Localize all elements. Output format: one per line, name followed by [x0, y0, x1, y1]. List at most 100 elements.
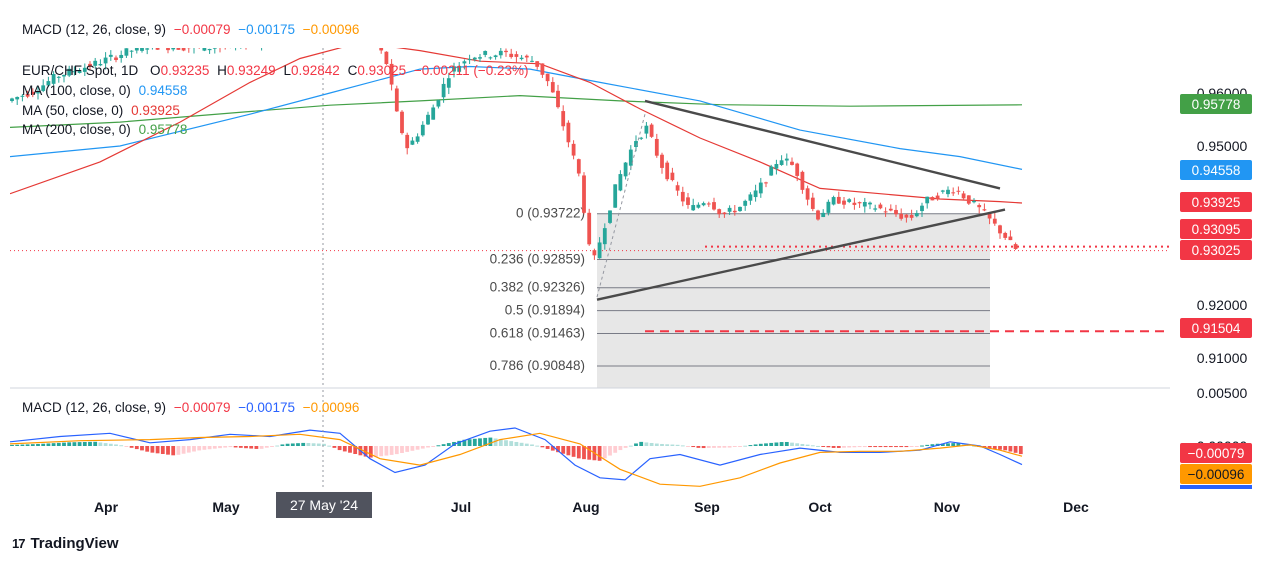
time-axis[interactable]: Apr May Jul Aug Sep Oct Nov Dec — [94, 499, 1089, 515]
macd-pane[interactable] — [10, 390, 1023, 490]
macd-bar — [431, 446, 436, 447]
symbol-legend[interactable]: EUR/CHF Spot, 1D O0.93235 H0.93249 L0.92… — [22, 63, 528, 78]
macd-bar — [332, 446, 337, 448]
candle-body — [743, 200, 748, 206]
price-pane[interactable]: 0 (0.93722) 0.236 (0.92859) 0.382 (0.92326… — [10, 21, 1170, 388]
macd-bar — [36, 443, 40, 446]
macd-bar — [426, 446, 430, 448]
candle-body — [364, 29, 368, 31]
ma50-legend[interactable]: MA (50, close, 0) 0.93925 — [22, 103, 180, 118]
candle-body — [795, 163, 800, 176]
macd-bar — [98, 442, 103, 446]
ma100-label: MA (100, close, 0) — [22, 83, 131, 98]
candle-body — [509, 53, 514, 58]
candle-body — [972, 200, 976, 203]
macd-bar — [30, 444, 35, 446]
macd-bar — [904, 446, 909, 448]
candle-body — [732, 210, 737, 213]
macd-bar — [888, 446, 893, 448]
macd-bar — [498, 439, 503, 446]
macd-bar — [124, 446, 129, 447]
macd-bar — [706, 446, 711, 448]
candle-body — [151, 43, 155, 45]
macd-bar — [171, 446, 176, 456]
price-badge-text: 0.93925 — [1192, 195, 1241, 210]
macd-legend-top[interactable]: MACD (12, 26, close, 9) −0.00079 −0.0017… — [22, 22, 359, 37]
candle-body — [530, 60, 534, 62]
candle-body — [77, 71, 82, 73]
signal-value: −0.00096 — [302, 22, 360, 37]
macd-bar — [686, 446, 690, 447]
tradingview-logo[interactable]: 17 TradingView — [12, 535, 119, 552]
ma50-value: 0.93925 — [131, 103, 180, 118]
candle-body — [878, 204, 883, 209]
crosshair-date-text: 27 May '24 — [290, 497, 358, 513]
macd-bar — [181, 446, 186, 454]
macd-bar — [769, 442, 774, 446]
candle-body — [712, 202, 716, 210]
candle-body — [852, 202, 857, 205]
fib-level-label: 0.5 (0.91894) — [505, 303, 585, 318]
macd-bar — [25, 444, 30, 446]
candle-body — [457, 65, 462, 72]
candle-body — [41, 85, 46, 91]
change-value: −0.00211 (−0.23%) — [413, 63, 529, 78]
macd-bar — [717, 446, 722, 448]
macd-bar — [779, 442, 784, 446]
candle-body — [582, 175, 586, 213]
price-badge-text: 0.93095 — [1192, 222, 1241, 237]
macd-bar — [732, 446, 737, 447]
candle-body — [244, 44, 248, 46]
candle-body — [639, 137, 644, 139]
macd-bar — [805, 444, 810, 446]
macd-bar — [727, 446, 732, 448]
macd-bar — [1013, 446, 1018, 453]
macd-bar — [899, 446, 904, 448]
ma200-label: MA (200, close, 0) — [22, 122, 131, 137]
candle-body — [181, 48, 186, 51]
candle-body — [826, 201, 831, 213]
candle-body — [868, 202, 872, 205]
candle-body — [790, 161, 794, 165]
macd-bar — [88, 441, 92, 446]
macd-bar — [176, 446, 181, 455]
candle-body — [249, 41, 253, 42]
candle-body — [93, 60, 98, 66]
candle-body — [369, 26, 373, 30]
macd-bar — [618, 446, 623, 451]
candle-body — [446, 78, 451, 88]
macd-bar — [290, 443, 295, 446]
macd-bar — [582, 446, 586, 460]
macd-bar — [862, 446, 867, 448]
candle-body — [774, 164, 779, 169]
fib-level-label: 0.236 (0.92859) — [490, 251, 585, 266]
macd-pane-legend[interactable]: MACD (12, 26, close, 9) −0.00079 −0.0017… — [22, 400, 359, 415]
ma50-line — [10, 48, 1023, 204]
candle-body — [628, 149, 633, 166]
candle-body — [415, 136, 420, 142]
fibonacci-retracement-zone[interactable] — [597, 213, 990, 388]
triangle-lower-trendline[interactable] — [596, 208, 1006, 301]
candlesticks — [10, 26, 1018, 260]
price-badge-text: 0.91504 — [1192, 321, 1241, 336]
ma100-legend[interactable]: MA (100, close, 0) 0.94558 — [22, 83, 187, 98]
macd-bar — [774, 442, 779, 446]
candle-body — [992, 218, 997, 224]
fibonacci-levels: 0 (0.93722) 0.236 (0.92859) 0.382 (0.92326… — [490, 206, 990, 373]
macd-bar — [509, 441, 514, 446]
macd-bar — [816, 445, 820, 447]
ma200-legend[interactable]: MA (200, close, 0) 0.95778 — [22, 122, 187, 137]
macd-bar — [223, 446, 228, 448]
macd-bar — [800, 443, 805, 446]
macd-bar — [852, 446, 857, 448]
candle-body — [816, 210, 820, 220]
macd-bar — [675, 444, 680, 446]
macd-bar — [665, 444, 670, 446]
macd-hist-value: −0.00079 — [173, 22, 231, 37]
triangle-upper-trendline[interactable] — [644, 99, 1001, 190]
candle-body — [161, 43, 165, 45]
candle-body — [634, 141, 638, 147]
macd-bar — [920, 445, 924, 447]
time-tick-label: Apr — [94, 499, 119, 515]
